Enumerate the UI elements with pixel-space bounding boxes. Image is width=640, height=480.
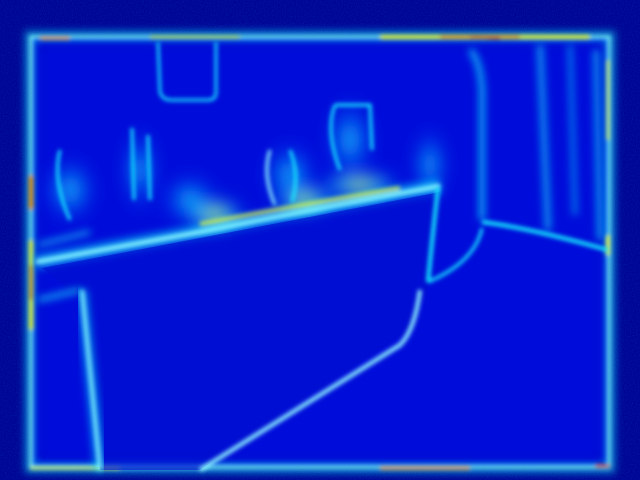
upper-cabinet-outline: [156, 41, 218, 102]
cabinet-right-edge: [426, 187, 484, 284]
right-wall-edges: [467, 44, 603, 241]
frame-edge: [29, 35, 611, 470]
counter-object-outlines: [56, 103, 374, 221]
lower-cabinet-face: [42, 192, 440, 470]
floor-diagonal-edge: [198, 289, 422, 472]
left-cabinet-edge-line: [80, 289, 102, 471]
left-shelf-edges: [37, 230, 91, 303]
counter-edge: [35, 184, 441, 264]
floor-wall-boundary: [481, 220, 609, 252]
